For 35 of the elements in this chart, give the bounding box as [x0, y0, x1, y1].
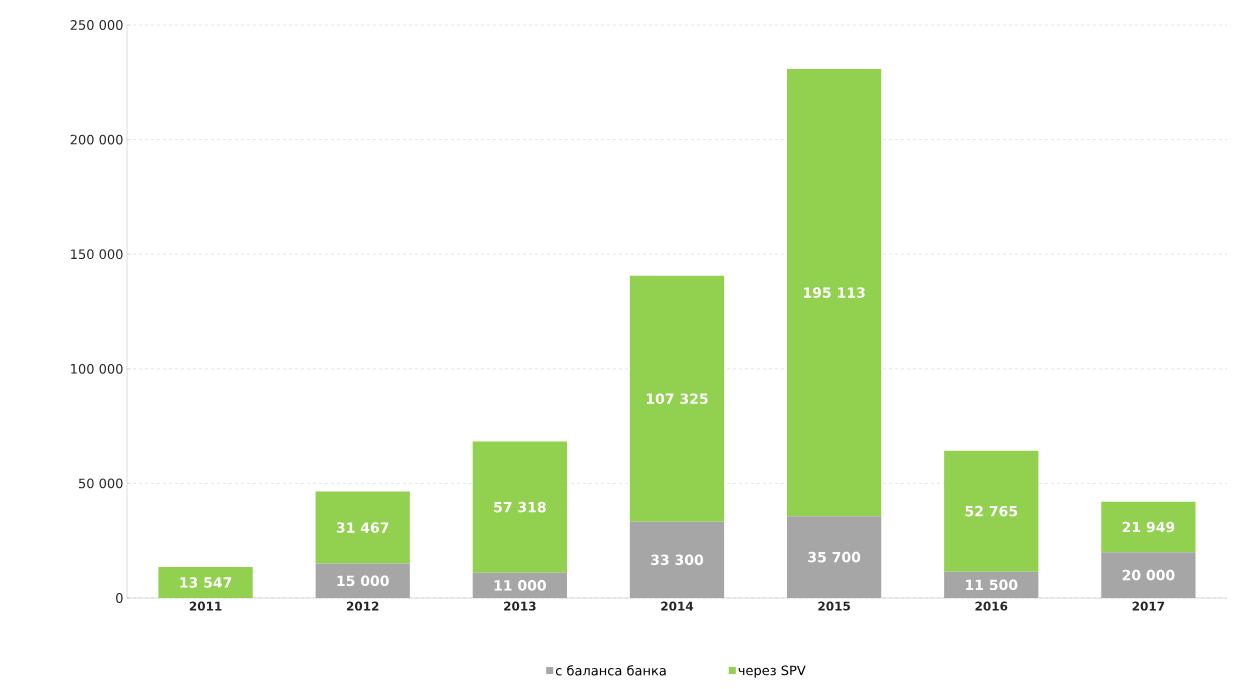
data-label: 21 949: [1122, 521, 1175, 533]
data-label: 52 765: [965, 505, 1018, 517]
bar: [158, 566, 253, 598]
y-tick-label: 100 000: [71, 363, 123, 374]
x-tick-label: 2016: [975, 601, 1008, 611]
data-label: 195 113: [804, 287, 865, 298]
data-label: 11 000: [494, 580, 546, 591]
x-tick-label: 2013: [504, 601, 536, 611]
data-label: 15 000: [337, 575, 389, 587]
x-tick-label: 2011: [189, 601, 222, 611]
data-label: 107 325: [646, 393, 708, 404]
bar: [315, 491, 410, 564]
legend-label: через SPV: [738, 665, 806, 678]
x-tick-label: 2012: [346, 601, 379, 611]
y-tick-label: 0: [116, 593, 123, 603]
x-tick-label: 2017: [1132, 601, 1165, 611]
data-label: 31 467: [336, 522, 389, 533]
bar: [944, 450, 1039, 572]
data-label: 11 500: [966, 579, 1018, 591]
bar: [786, 68, 882, 517]
data-label: 20 000: [1122, 569, 1175, 581]
bar: [1101, 501, 1196, 553]
legend-label: с баланса банка: [555, 665, 666, 676]
x-tick-label: 2014: [661, 601, 694, 611]
data-label: 57 318: [494, 501, 546, 513]
y-tick-label: 50 000: [78, 478, 123, 489]
bar: [472, 441, 567, 573]
data-label: 35 700: [808, 551, 861, 563]
y-tick-label: 150 000: [71, 249, 123, 260]
x-tick-label: 2015: [818, 601, 850, 611]
data-label: 13 547: [180, 577, 232, 588]
data-label: 33 300: [651, 554, 704, 566]
y-tick-label: 200 000: [70, 134, 123, 145]
y-tick-label: 250 000: [70, 20, 123, 30]
bar: [629, 275, 725, 522]
